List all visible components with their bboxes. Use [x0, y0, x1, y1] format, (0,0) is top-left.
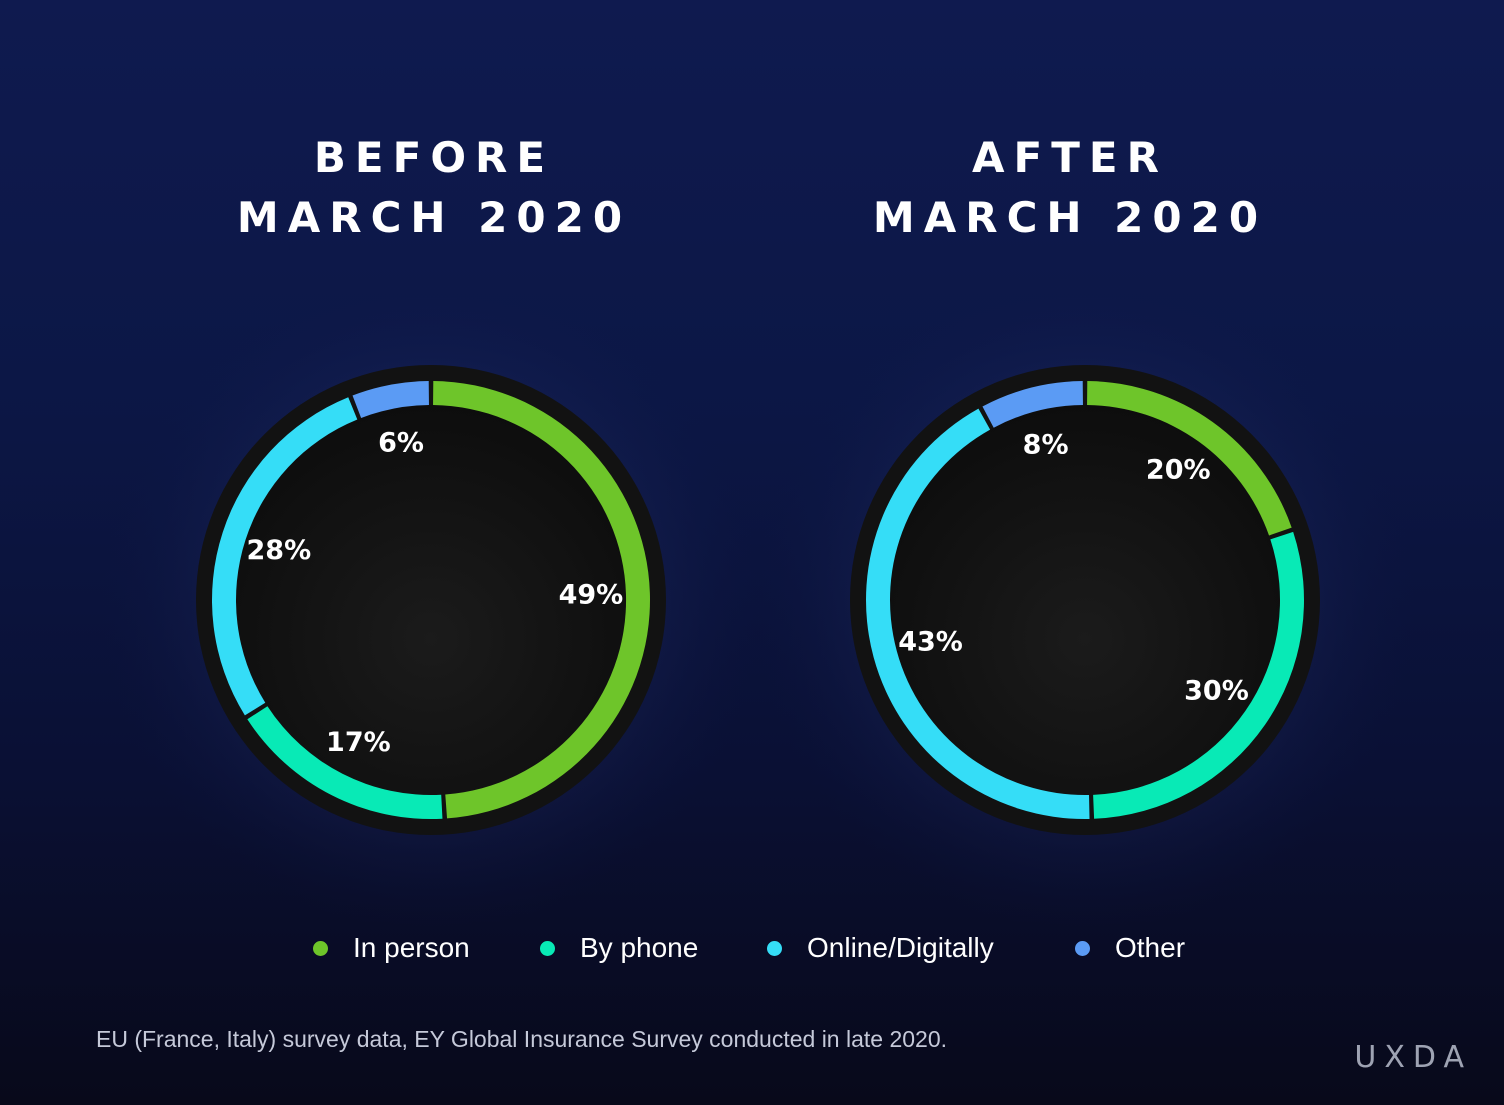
chart-title-before: BEFORE MARCH 2020	[154, 128, 714, 248]
slice-before-online-digitally	[211, 397, 358, 716]
legend-dot-online	[767, 940, 782, 956]
slice-label-after-by-phone: 30%	[1184, 676, 1249, 707]
slice-label-before-other: 6%	[378, 427, 424, 458]
slice-label-before-online-digitally: 28%	[247, 535, 312, 566]
donut-center	[890, 405, 1280, 795]
legend-item-by-phone: By phone	[540, 926, 698, 970]
slice-label-before-in-person: 49%	[559, 579, 624, 610]
slice-after-other	[982, 381, 1083, 428]
slice-label-after-other: 8%	[1023, 429, 1069, 460]
legend-dot-other	[1075, 940, 1090, 956]
slice-before-in-person	[433, 381, 651, 819]
legend-label-online: Online/Digitally	[807, 932, 994, 963]
donut-center	[236, 405, 626, 795]
legend-label-in-person: In person	[353, 932, 470, 963]
slice-after-by-phone	[1093, 531, 1305, 819]
chart-title-before-line2: MARCH 2020	[236, 193, 632, 242]
slice-after-in-person	[1087, 381, 1292, 536]
legend-item-other: Other	[1075, 926, 1185, 970]
legend-item-online: Online/Digitally	[767, 926, 994, 970]
slice-before-other	[352, 381, 429, 418]
slice-after-online-digitally	[866, 408, 1090, 819]
brand-logo: UXDA	[1354, 1040, 1472, 1075]
legend-label-other: Other	[1115, 932, 1186, 963]
legend: In person By phone Online/Digitally Othe…	[0, 926, 1504, 970]
slice-before-by-phone	[247, 706, 443, 820]
donut-chart-after: 20% 30% 43% 8%	[755, 270, 1415, 930]
chart-title-before-line1: BEFORE	[313, 133, 555, 182]
legend-label-by-phone: By phone	[580, 932, 699, 963]
donut-chart-before: 49% 17% 28% 6%	[101, 270, 761, 930]
slice-label-after-in-person: 20%	[1146, 454, 1211, 485]
slice-label-after-online-digitally: 43%	[898, 626, 963, 657]
chart-title-after: AFTER MARCH 2020	[790, 128, 1350, 248]
slice-label-before-by-phone: 17%	[326, 727, 391, 758]
chart-title-after-line1: AFTER	[972, 133, 1168, 182]
legend-dot-by-phone	[540, 940, 555, 956]
legend-dot-in-person	[313, 940, 328, 956]
source-footnote: EU (France, Italy) survey data, EY Globa…	[96, 1026, 948, 1052]
chart-title-after-line2: MARCH 2020	[872, 193, 1268, 242]
legend-item-in-person: In person	[313, 926, 470, 970]
